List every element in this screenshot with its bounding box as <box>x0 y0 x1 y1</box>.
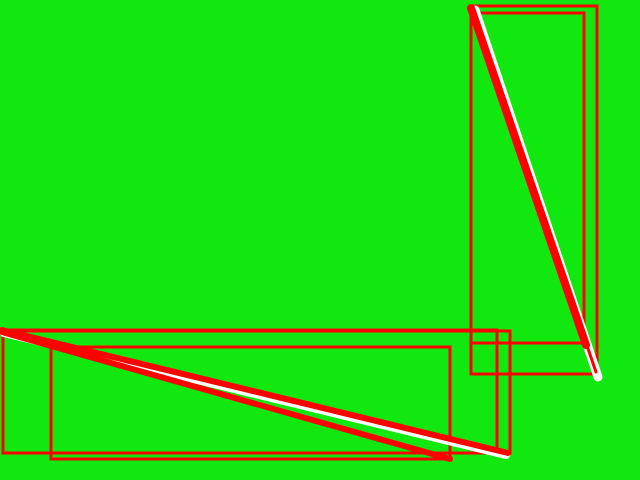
horizontal-diagonal-stroke-lower <box>0 329 453 462</box>
vertical-diagonal-edge <box>471 10 598 374</box>
horizontal-box-inner <box>49 345 452 461</box>
horizontal-box-mid <box>1 328 499 455</box>
horizontal-diagonal-stroke-upper <box>0 327 511 456</box>
vertical-box-inner <box>469 11 586 345</box>
